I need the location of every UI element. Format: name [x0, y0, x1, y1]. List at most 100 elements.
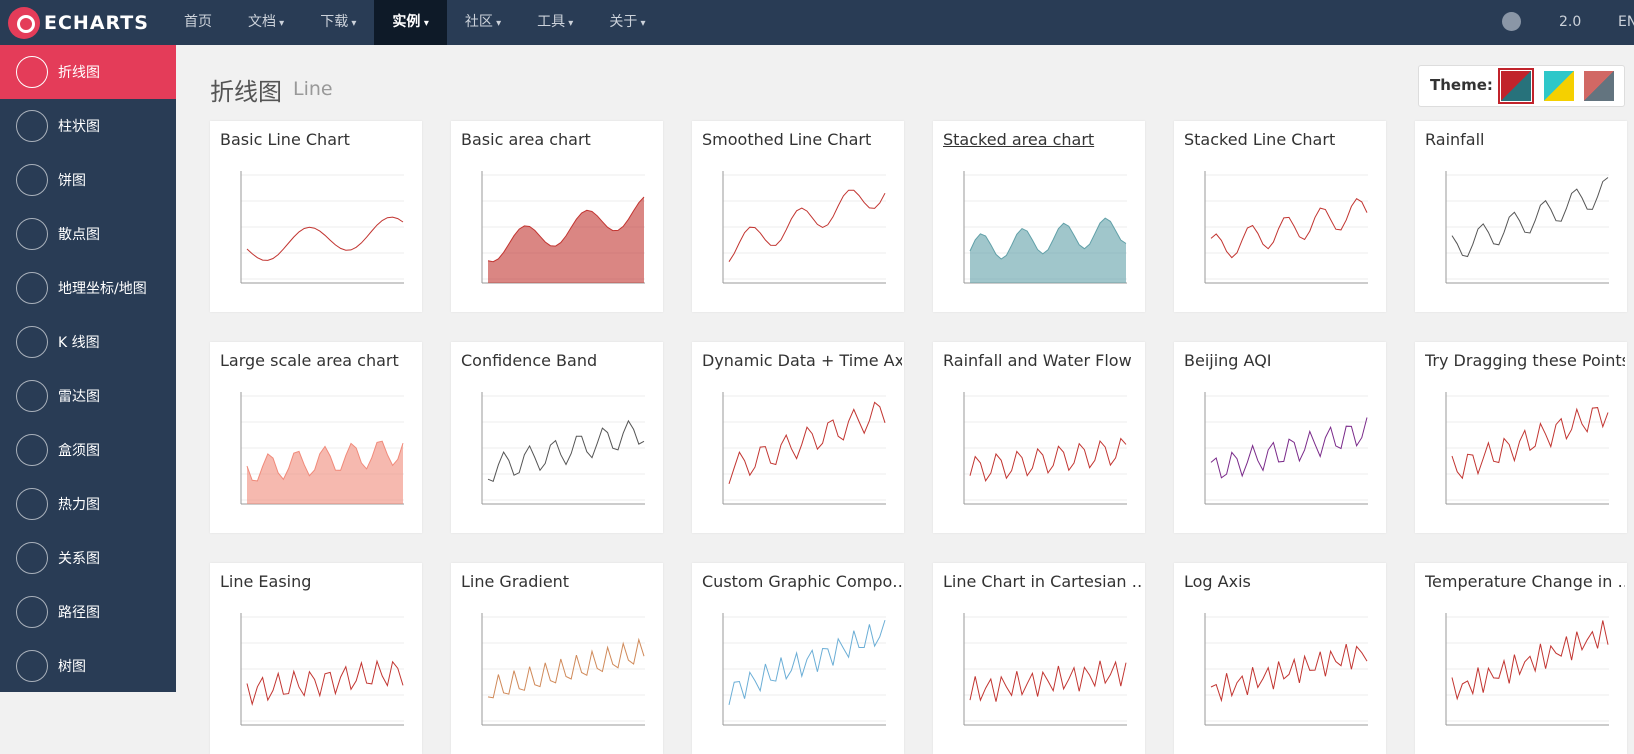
sidebar-item[interactable]: K 线图 — [0, 315, 176, 369]
example-card[interactable]: Log Axis — [1174, 563, 1386, 754]
sidebar-label: 散点图 — [58, 227, 100, 243]
sidebar-item[interactable]: 折线图 — [0, 45, 176, 99]
example-card[interactable]: Line Easing — [210, 563, 422, 754]
page-title: 折线图 — [210, 78, 282, 106]
example-card[interactable]: Stacked Line Chart — [1174, 121, 1386, 312]
example-card[interactable]: Rainfall and Water Flow — [933, 342, 1145, 533]
sidebar-icon — [16, 488, 48, 520]
sidebar-label: 路径图 — [58, 605, 100, 621]
card-title[interactable]: Large scale area chart — [220, 351, 399, 370]
card-title[interactable]: Stacked area chart — [943, 130, 1095, 149]
card-title[interactable]: Rainfall — [1425, 130, 1485, 149]
thumbnail[interactable] — [942, 380, 1136, 525]
example-card[interactable]: Basic Line Chart — [210, 121, 422, 312]
menu-item[interactable]: 社区 — [447, 0, 519, 45]
sidebar-item[interactable]: 路径图 — [0, 585, 176, 639]
example-card[interactable]: Custom Graphic Compo… — [692, 563, 904, 754]
card-title[interactable]: Line Gradient — [461, 572, 570, 591]
theme-swatch[interactable] — [1544, 71, 1574, 101]
card-title[interactable]: Try Dragging these Points — [1425, 351, 1625, 370]
thumbnail[interactable] — [1424, 159, 1618, 304]
card-title[interactable]: Custom Graphic Compo… — [702, 572, 902, 591]
sidebar-icon — [16, 164, 48, 196]
version[interactable]: 2.0 — [1559, 14, 1582, 30]
card-title[interactable]: Smoothed Line Chart — [702, 130, 872, 149]
navbar: ECHARTS 首页 文档下载实例社区工具关于 2.0 EN — [0, 0, 1634, 45]
sidebar-icon — [16, 596, 48, 628]
example-card[interactable]: Line Gradient — [451, 563, 663, 754]
sidebar-item[interactable]: 柱状图 — [0, 99, 176, 153]
sidebar-item[interactable]: 关系图 — [0, 531, 176, 585]
theme-swatch[interactable] — [1584, 71, 1614, 101]
sidebar-icon — [16, 56, 48, 88]
menu-item[interactable]: 文档 — [230, 0, 302, 45]
example-card[interactable]: Confidence Band — [451, 342, 663, 533]
menu-item[interactable]: 工具 — [519, 0, 591, 45]
language[interactable]: EN — [1618, 14, 1634, 30]
theme-picker: Theme: — [1418, 65, 1625, 107]
menu-item[interactable]: 下载 — [302, 0, 374, 45]
logo[interactable]: ECHARTS — [8, 6, 149, 40]
example-card[interactable]: Beijing AQI — [1174, 342, 1386, 533]
thumbnail[interactable] — [1183, 380, 1377, 525]
card-title[interactable]: Stacked Line Chart — [1184, 130, 1336, 149]
sidebar-icon — [16, 380, 48, 412]
example-card[interactable]: Rainfall — [1415, 121, 1627, 312]
card-title[interactable]: Line Chart in Cartesian … — [943, 572, 1143, 591]
card-title[interactable]: Basic Line Chart — [220, 130, 350, 149]
thumbnail[interactable] — [1183, 601, 1377, 746]
thumbnail[interactable] — [1424, 380, 1618, 525]
sidebar-item[interactable]: 树图 — [0, 639, 176, 692]
example-card[interactable]: Dynamic Data + Time Axis — [692, 342, 904, 533]
example-card[interactable]: Smoothed Line Chart — [692, 121, 904, 312]
thumbnail[interactable] — [701, 380, 895, 525]
card-title[interactable]: Confidence Band — [461, 351, 598, 370]
sidebar-item[interactable]: 雷达图 — [0, 369, 176, 423]
thumbnail[interactable] — [460, 159, 654, 304]
thumbnail[interactable] — [460, 380, 654, 525]
sidebar-icon — [16, 542, 48, 574]
sidebar-item[interactable]: 散点图 — [0, 207, 176, 261]
thumbnail[interactable] — [701, 601, 895, 746]
example-card[interactable]: Try Dragging these Points — [1415, 342, 1627, 533]
example-card[interactable]: Line Chart in Cartesian … — [933, 563, 1145, 754]
thumbnail[interactable] — [219, 380, 413, 525]
theme-label: Theme: — [1430, 76, 1493, 94]
sidebar-item[interactable]: 地理坐标/地图 — [0, 261, 176, 315]
example-card[interactable]: Stacked area chart — [933, 121, 1145, 312]
thumbnail[interactable] — [1424, 601, 1618, 746]
menu-item[interactable]: 关于 — [591, 0, 663, 45]
card-title[interactable]: Temperature Change in … — [1425, 572, 1625, 591]
thumbnail[interactable] — [219, 159, 413, 304]
sidebar-icon — [16, 218, 48, 250]
thumbnail[interactable] — [219, 601, 413, 746]
example-card[interactable]: Basic area chart — [451, 121, 663, 312]
sidebar-label: 关系图 — [58, 551, 100, 567]
thumbnail[interactable] — [942, 601, 1136, 746]
card-title[interactable]: Log Axis — [1184, 572, 1251, 591]
menu-item[interactable]: 首页 — [184, 14, 212, 30]
sidebar-item[interactable]: 饼图 — [0, 153, 176, 207]
example-card[interactable]: Temperature Change in … — [1415, 563, 1627, 754]
sidebar-label: 柱状图 — [58, 119, 100, 135]
card-title[interactable]: Rainfall and Water Flow — [943, 351, 1132, 370]
thumbnail[interactable] — [460, 601, 654, 746]
sidebar-label: 折线图 — [58, 65, 100, 81]
sidebar-item[interactable]: 盒须图 — [0, 423, 176, 477]
card-title[interactable]: Basic area chart — [461, 130, 591, 149]
thumbnail[interactable] — [942, 159, 1136, 304]
sidebar-icon — [16, 272, 48, 304]
thumbnail[interactable] — [1183, 159, 1377, 304]
example-card[interactable]: Large scale area chart — [210, 342, 422, 533]
card-title[interactable]: Line Easing — [220, 572, 312, 591]
page-subtitle: Line — [293, 78, 333, 100]
card-title[interactable]: Beijing AQI — [1184, 351, 1272, 370]
thumbnail[interactable] — [701, 159, 895, 304]
sidebar-item[interactable]: 热力图 — [0, 477, 176, 531]
page: {"navbar":{"logo":"ECHARTS","menu":["首页"… — [0, 0, 1634, 692]
menu-item[interactable]: 实例 — [374, 0, 447, 45]
github-icon[interactable] — [1502, 12, 1521, 31]
sidebar-label: 地理坐标/地图 — [58, 281, 147, 297]
theme-swatch[interactable] — [1498, 68, 1534, 104]
card-title[interactable]: Dynamic Data + Time Axis — [702, 351, 902, 370]
